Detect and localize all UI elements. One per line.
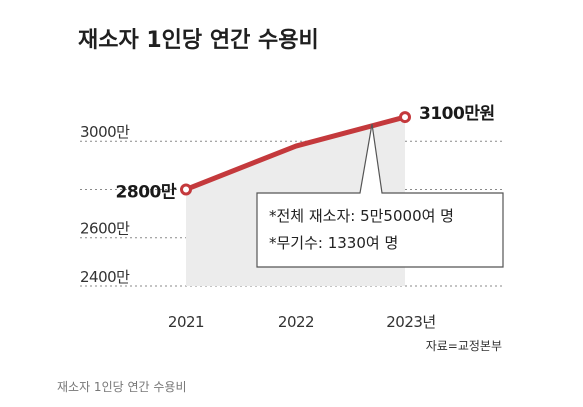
series-line-path bbox=[183, 114, 408, 192]
annotation-line: *전체 재소자: 5만5000여 명 bbox=[269, 207, 454, 225]
data-points bbox=[180, 111, 411, 196]
y-tick-label: 3000만 bbox=[80, 123, 130, 141]
data-point bbox=[180, 183, 192, 196]
data-label-start: 2800만 bbox=[116, 182, 177, 202]
data-labels: 2800만 3100만원 bbox=[116, 104, 496, 202]
data-label-end: 3100만원 bbox=[419, 104, 495, 124]
annotation-line: *무기수: 1330여 명 bbox=[269, 234, 398, 252]
x-tick-label: 2021 bbox=[168, 313, 204, 331]
y-axis-ticks: 3000만 2600만 2400만 bbox=[80, 123, 131, 286]
y-tick-label: 2400만 bbox=[80, 268, 130, 286]
grid-lines bbox=[80, 140, 505, 287]
x-tick-label: 2023년 bbox=[386, 313, 435, 331]
chart-title: 재소자 1인당 연간 수용비 bbox=[78, 28, 319, 53]
annotation-box: *전체 재소자: 5만5000여 명 *무기수: 1330여 명 bbox=[256, 123, 504, 268]
image-caption: 재소자 1인당 연간 수용비 bbox=[57, 380, 187, 394]
x-tick-label: 2022 bbox=[278, 313, 314, 331]
source-note: 자료=교정본부 bbox=[426, 339, 502, 353]
annotation-callout bbox=[256, 123, 504, 268]
series-line bbox=[183, 114, 408, 192]
x-axis-ticks: 2021 2022 2023년 bbox=[168, 313, 436, 331]
y-tick-label: 2600만 bbox=[80, 220, 130, 238]
data-point bbox=[399, 111, 411, 124]
